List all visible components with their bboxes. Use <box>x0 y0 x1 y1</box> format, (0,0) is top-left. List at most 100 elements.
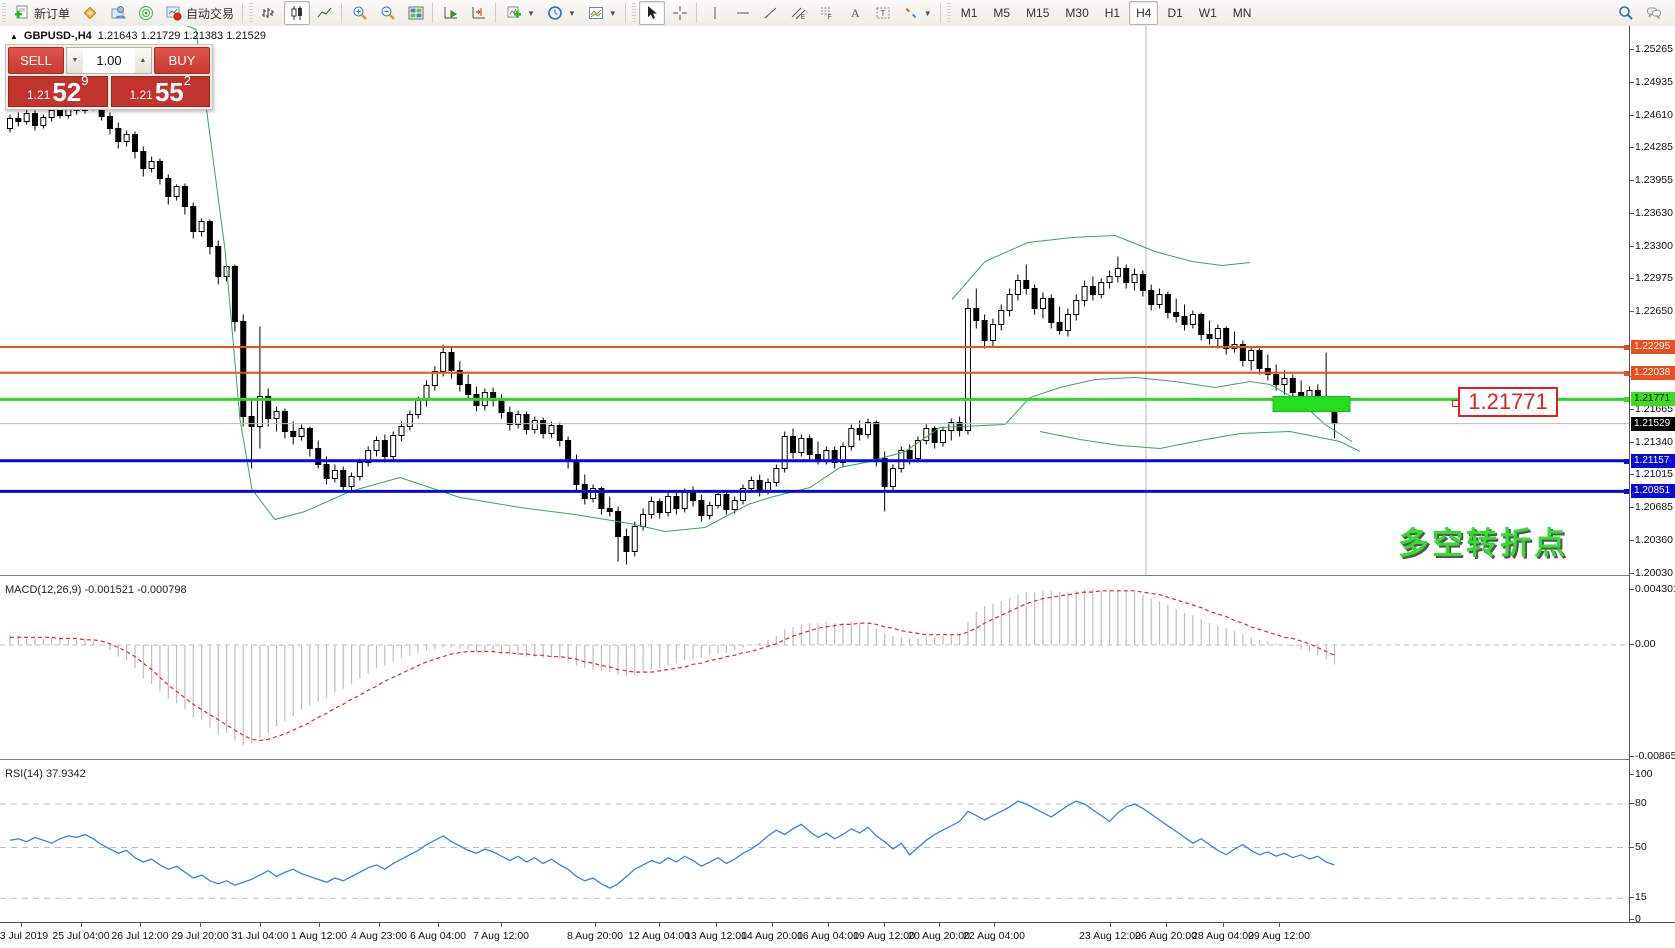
sell-price[interactable]: 1.21 52 9 <box>8 73 108 107</box>
time-label: 16 Aug 04:00 <box>797 930 859 942</box>
volume-increase-button[interactable]: ▲ <box>135 48 151 73</box>
candle-body <box>123 134 130 142</box>
timeframe-m30[interactable]: M30 <box>1065 6 1089 20</box>
new-chart-button[interactable]: ▼ <box>501 1 540 25</box>
toolbar-grip[interactable] <box>249 3 254 23</box>
time-label: 29 Jul 20:00 <box>171 930 229 942</box>
price-badge-1.22038: 1.22038 <box>1624 365 1675 380</box>
price-badge-1.22295: 1.22295 <box>1624 340 1675 354</box>
rsi-pane[interactable] <box>0 762 1629 921</box>
toolbar-grip[interactable] <box>631 3 636 23</box>
volume-value[interactable]: 1.00 <box>96 53 122 68</box>
collapse-panel-arrow[interactable]: ▲ <box>10 31 18 41</box>
time-tick <box>1223 923 1224 927</box>
candle-body <box>1206 334 1213 339</box>
time-tick <box>21 923 22 927</box>
search-button[interactable] <box>1613 1 1639 25</box>
price-pane[interactable] <box>0 26 1629 576</box>
crosshair-button[interactable] <box>667 1 693 25</box>
macd-pane[interactable] <box>0 578 1629 759</box>
chart-area[interactable]: 1.25265 1.24935 1.24610 1.24285 1.23955 1.236… <box>0 26 1675 948</box>
candle-body <box>148 161 155 169</box>
timeframe-h4[interactable]: H4 <box>1129 1 1159 25</box>
zoom-in-button[interactable] <box>347 1 373 25</box>
timeframe-m15[interactable]: M15 <box>1026 6 1050 20</box>
buy-price[interactable]: 1.21 55 2 <box>110 73 210 107</box>
bollinger-mid-band <box>186 26 1353 533</box>
price-badge-1.21157: 1.21157 <box>1624 453 1675 468</box>
candle-body <box>656 501 663 513</box>
svg-text:F: F <box>828 15 832 21</box>
cursor-icon <box>647 6 657 19</box>
candle-body <box>1256 350 1263 369</box>
price-tick: 1.23300 <box>1630 239 1673 252</box>
profiles-button[interactable]: ▼ <box>542 1 581 25</box>
buy-button[interactable]: BUY <box>154 47 210 74</box>
candle-body <box>315 448 322 465</box>
zoom-out-button[interactable] <box>375 1 401 25</box>
candle-body <box>831 450 838 463</box>
search-icon <box>1619 6 1633 20</box>
candle-body <box>1214 328 1221 339</box>
macd-tick: 0.00 <box>1629 638 1656 650</box>
candle-body <box>781 436 788 469</box>
price-axis[interactable]: 1.25265 1.24935 1.24610 1.24285 1.23955 1.236… <box>1624 26 1675 948</box>
chart-shift-button[interactable] <box>466 1 492 25</box>
horizontal-line-button[interactable] <box>730 1 756 25</box>
candle-body <box>1198 314 1205 335</box>
timeframe-m1[interactable]: M1 <box>960 6 978 20</box>
timeframe-d1[interactable]: D1 <box>1167 6 1183 20</box>
time-label: 13 Aug 12:00 <box>685 930 747 942</box>
line-chart-icon <box>317 7 332 18</box>
auto-scroll-button[interactable] <box>438 1 464 25</box>
time-label: 8 Aug 20:00 <box>566 930 624 942</box>
timeframe-w1[interactable]: W1 <box>1198 6 1217 20</box>
time-tick <box>994 923 995 927</box>
chat-button[interactable] <box>1641 1 1667 25</box>
line-chart-button[interactable] <box>312 1 338 25</box>
text-label-button[interactable]: T <box>870 1 896 25</box>
candlestick-chart-button[interactable] <box>284 1 311 25</box>
timeframe-m5[interactable]: M5 <box>993 6 1011 20</box>
candle-body <box>115 128 122 142</box>
indicators-button[interactable]: ▼ <box>583 1 622 25</box>
terminal-button[interactable] <box>105 1 131 25</box>
chart-shift-icon <box>472 7 486 19</box>
symbols-button[interactable] <box>77 1 103 25</box>
rsi-line <box>9 800 1335 889</box>
auto-trading-button[interactable]: 自动交易 <box>161 1 239 25</box>
text-button[interactable]: A <box>842 1 868 25</box>
sell-button[interactable]: SELL <box>8 47 64 74</box>
time-label: 4 Aug 23:00 <box>350 930 408 942</box>
fibonacci-button[interactable]: F <box>814 1 840 25</box>
new-order-icon <box>15 5 28 19</box>
candle-body <box>681 492 688 509</box>
candle-body <box>390 435 397 457</box>
toolbar-grip[interactable] <box>946 3 951 23</box>
volume-decrease-button[interactable]: ▼ <box>67 48 83 73</box>
bollinger-upper-band <box>951 234 1251 300</box>
sell-price-sup: 9 <box>81 73 89 88</box>
candle-body <box>1123 268 1130 283</box>
bollinger-lower-band <box>1039 430 1361 452</box>
channel-icon: E <box>791 7 806 21</box>
cursor-button[interactable] <box>638 1 665 25</box>
arrows-button[interactable]: ▼ <box>898 1 937 25</box>
vertical-line-button[interactable] <box>702 1 728 25</box>
candle-body <box>1131 274 1138 283</box>
time-tick <box>884 923 885 927</box>
timeframe-mn[interactable]: MN <box>1232 6 1252 20</box>
channel-button[interactable]: E <box>786 1 812 25</box>
tile-windows-button[interactable] <box>403 1 429 25</box>
indicators-icon <box>588 7 603 19</box>
new-order-button[interactable]: 新订单 <box>9 1 75 25</box>
signals-button[interactable] <box>133 1 159 25</box>
toolbar-grip[interactable] <box>2 3 6 23</box>
bar-chart-button[interactable] <box>256 1 282 25</box>
candle-body <box>1164 294 1171 313</box>
price-level-callout[interactable]: 1.21771 <box>1452 387 1558 417</box>
trendline-button[interactable] <box>758 1 784 25</box>
candle-body <box>790 436 797 453</box>
timeframe-h1[interactable]: H1 <box>1104 6 1121 20</box>
